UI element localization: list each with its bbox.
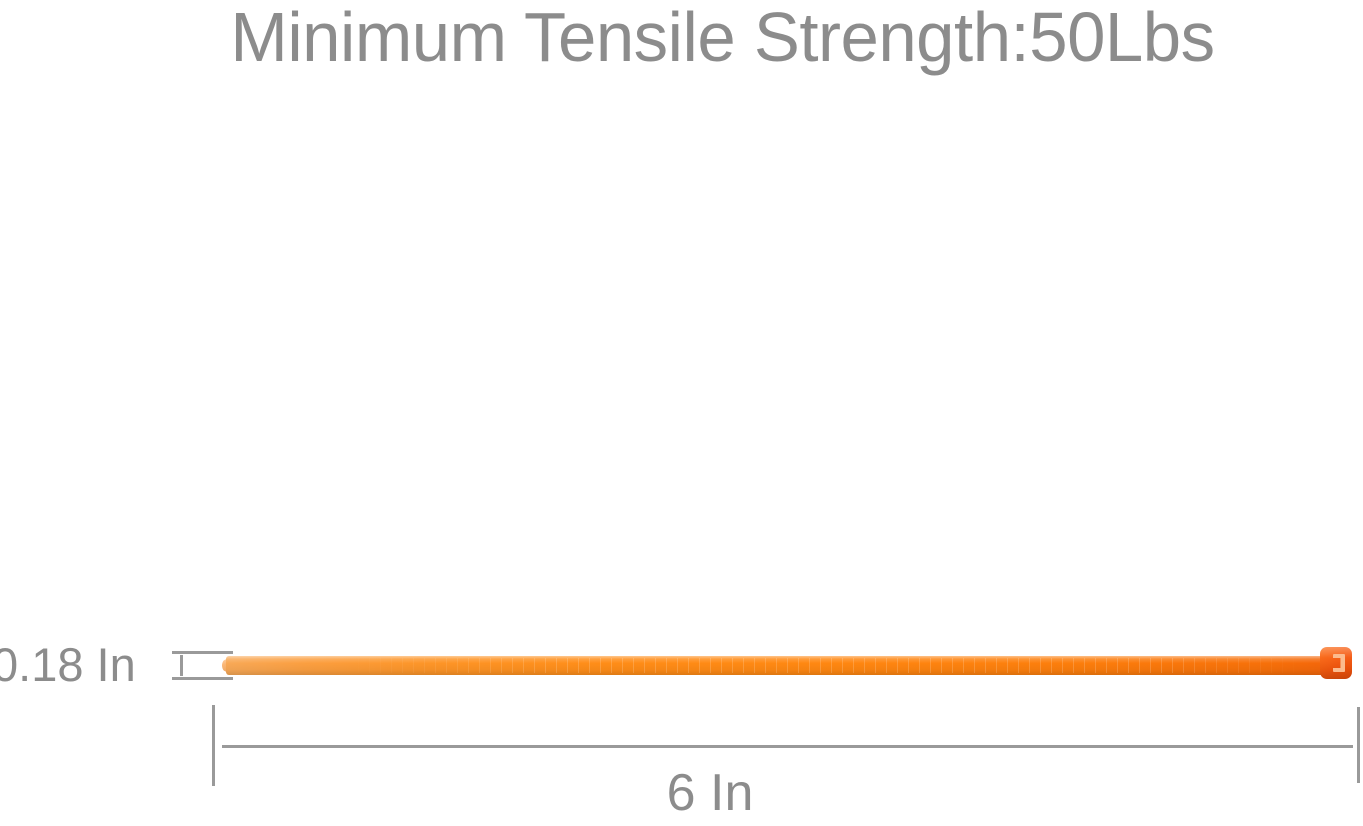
- length-dimension-label: 6 In: [666, 764, 754, 822]
- cable-tie-strap: [226, 656, 1334, 675]
- width-dimension-label: 0.18 In: [0, 638, 136, 691]
- width-dimension-tick: [180, 655, 183, 676]
- width-dimension-line-top: [172, 651, 233, 654]
- page-title: Minimum Tensile Strength:50Lbs: [230, 0, 1215, 76]
- cable-tie-head: [1320, 647, 1352, 679]
- cable-tie-illustration: [222, 646, 1356, 680]
- length-dimension-tick-left: [212, 705, 215, 786]
- width-dimension-line-bottom: [172, 677, 233, 680]
- length-dimension-line: [222, 745, 1353, 748]
- length-dimension-tick-right: [1357, 707, 1360, 783]
- cable-tie-ridge-texture: [342, 658, 1302, 673]
